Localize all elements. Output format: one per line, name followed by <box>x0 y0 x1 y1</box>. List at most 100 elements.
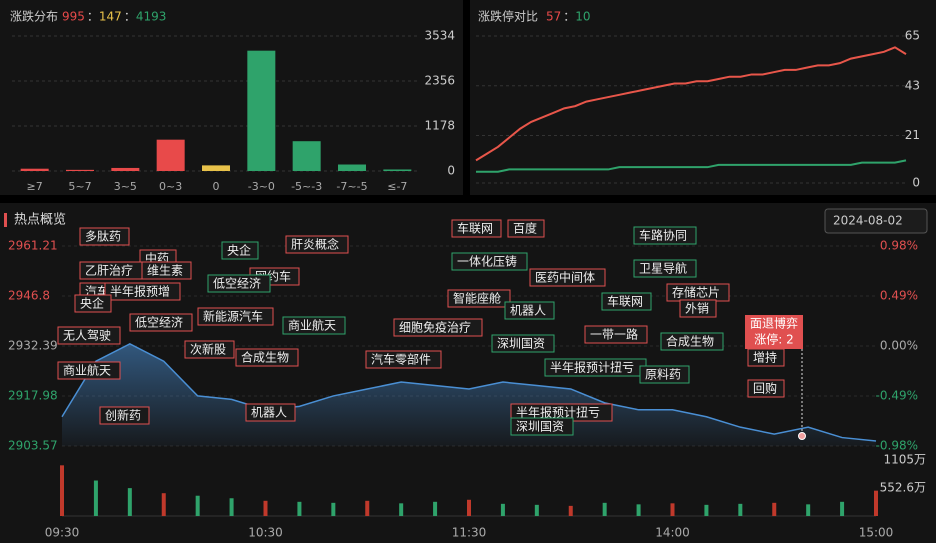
tag-box <box>104 282 181 301</box>
x-tick-label: 3~5 <box>114 180 137 193</box>
tag: 机器人 <box>251 406 287 420</box>
tag: 车路协同 <box>639 228 687 243</box>
tag: 合成生物 <box>666 334 714 349</box>
volume-bar <box>636 504 641 516</box>
tag: 机器人 <box>510 304 546 318</box>
tag-box <box>79 227 130 246</box>
tag-box <box>504 301 555 320</box>
tag: 汽车零部件 <box>371 352 431 367</box>
line <box>476 159 907 173</box>
separator: ： <box>87 10 99 24</box>
volume-bar <box>670 503 675 516</box>
y-tick-label: 2917.98 <box>8 389 58 403</box>
volume-bar <box>297 501 302 516</box>
volume-bar <box>127 488 132 516</box>
tag-box <box>491 334 555 353</box>
tag-box <box>141 261 192 280</box>
bar <box>111 167 140 171</box>
y-tick-label: 2961.21 <box>8 239 58 253</box>
volume-bar <box>840 501 845 516</box>
tag: 半年报预增 <box>110 284 170 299</box>
y2-tick-label: -0.98% <box>876 439 918 453</box>
tag: 百度 <box>513 221 537 236</box>
y2-tick-label: 0.00% <box>880 339 918 353</box>
date: 2024-08-02 <box>833 214 903 228</box>
volume-bar <box>195 495 200 516</box>
x-tick-label: ≤-7 <box>387 180 407 193</box>
panel <box>470 0 936 195</box>
tag: 一带一路 <box>590 327 638 342</box>
tag: 无人驾驶 <box>63 328 111 343</box>
tag: 车联网 <box>457 221 493 236</box>
x-tick-label: -5~-3 <box>291 180 322 193</box>
bar <box>156 139 185 171</box>
tag-box <box>74 294 112 313</box>
volume-bar <box>874 490 878 516</box>
volume-bar <box>229 498 234 516</box>
y-tick-label: 2356 <box>424 74 455 88</box>
tag-box <box>393 318 483 337</box>
tag: 央企 <box>80 296 104 311</box>
panel-title: 涨跌停对比 <box>478 9 538 24</box>
tag-box <box>633 259 697 278</box>
tag-box <box>639 365 690 384</box>
bar <box>338 164 366 171</box>
tag: 卫星导航 <box>639 261 687 276</box>
tag: 乙肝治疗 <box>85 264 133 278</box>
tag-box <box>529 268 606 287</box>
tag: 存储芯片 <box>672 285 720 300</box>
tag-box <box>601 292 652 311</box>
panel <box>0 0 463 195</box>
tag: 商业航天 <box>63 363 111 378</box>
y-tick-label: 2932.39 <box>8 339 58 353</box>
badge-label: 涨停: 2 <box>754 332 794 347</box>
y2-tick-label: 0.49% <box>880 289 918 303</box>
tag: 低空经济 <box>135 315 183 330</box>
separator: ： <box>124 10 136 24</box>
tag: 增持 <box>753 350 777 365</box>
bar <box>20 168 49 171</box>
badge-title: 面退博弈 <box>750 316 798 331</box>
x-tick-label: 09:30 <box>45 526 80 540</box>
date-picker[interactable] <box>824 208 928 234</box>
x-tick-label: 15:00 <box>859 526 894 540</box>
volume-bar <box>331 502 336 516</box>
x-tick-label: 0~3 <box>159 180 182 193</box>
volume-bar <box>161 493 166 516</box>
badge-dot <box>798 432 806 440</box>
bar <box>247 50 276 171</box>
y-tick-label: 1105万 <box>883 453 926 467</box>
bar <box>202 165 230 171</box>
tag-box <box>660 332 724 351</box>
volume-bar <box>602 502 607 516</box>
line <box>61 343 877 442</box>
volume-bar <box>467 499 471 516</box>
stat: 4193 <box>136 10 167 24</box>
tag-box <box>245 403 296 422</box>
tag: 央企 <box>227 243 251 258</box>
tag-box <box>633 226 697 245</box>
tag-box <box>584 325 648 344</box>
x-tick-label: 5~7 <box>68 180 91 193</box>
y-tick-label: 21 <box>905 128 920 142</box>
y-tick-label: 2946.8 <box>8 289 50 303</box>
tag-box <box>747 379 785 398</box>
tag-box <box>57 326 121 345</box>
x-tick-label: -3~0 <box>248 180 275 193</box>
volume-bar <box>60 465 64 516</box>
tag: 肝炎概念 <box>291 237 339 252</box>
tag: 多肽药 <box>85 229 121 244</box>
bar <box>383 169 412 171</box>
y-tick-label: 65 <box>905 29 920 43</box>
tag-box <box>99 406 150 425</box>
stat: 147 <box>99 10 122 24</box>
y-tick-label: 1178 <box>424 119 455 133</box>
tag-box <box>679 299 717 318</box>
tag: 半年报预计扭亏 <box>550 360 634 375</box>
tag: 半年报预计扭亏 <box>516 405 600 420</box>
volume-bar <box>772 502 777 516</box>
tag-box <box>510 417 574 436</box>
tag-box <box>282 316 346 335</box>
volume-bar <box>534 504 539 516</box>
